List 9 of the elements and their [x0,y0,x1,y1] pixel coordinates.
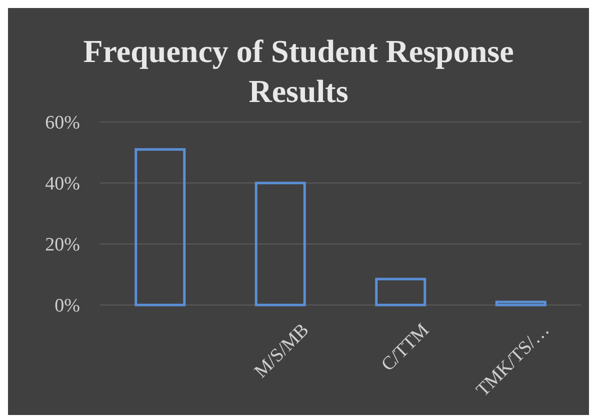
y-tick-label: 20% [45,234,80,256]
bar [254,182,306,306]
bar [495,300,546,306]
bar [134,148,186,306]
y-tick-label: 40% [45,174,80,195]
bar [375,278,426,306]
y-tick-label: 60% [45,112,80,134]
y-tick-label: 0% [54,296,80,317]
chart-title: Frequency of Student Response Results [83,33,514,109]
